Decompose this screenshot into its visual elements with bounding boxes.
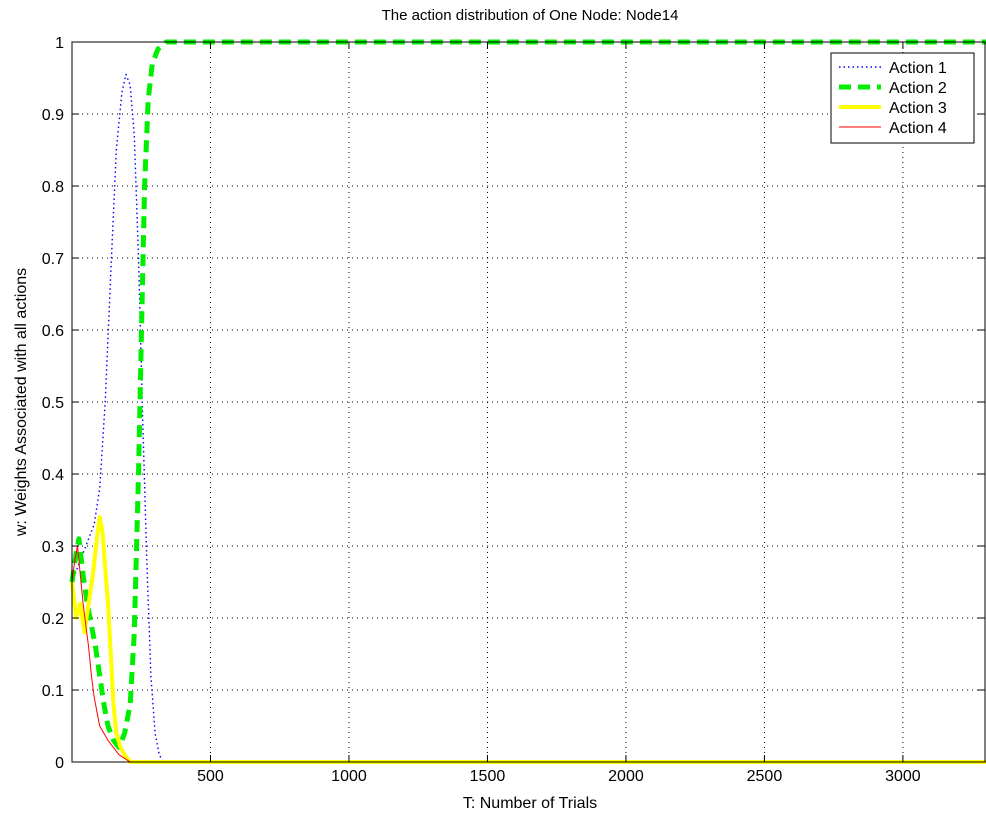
y-tick-label: 0.9 bbox=[42, 107, 64, 124]
y-tick-label: 0 bbox=[55, 755, 64, 772]
y-tick-label: 0.8 bbox=[42, 179, 64, 196]
grid-layer bbox=[72, 42, 986, 762]
legend-label-action-4: Action 4 bbox=[889, 120, 947, 137]
chart-title: The action distribution of One Node: Nod… bbox=[382, 7, 679, 24]
legend-label-action-3: Action 3 bbox=[889, 100, 947, 117]
x-axis-label: T: Number of Trials bbox=[463, 795, 597, 812]
y-tick-label: 0.6 bbox=[42, 323, 64, 340]
legend: Action 1 Action 2 Action 3 Action 4 bbox=[830, 52, 975, 144]
series-layer bbox=[69, 39, 986, 764]
x-tick-label: 1500 bbox=[470, 768, 506, 785]
y-tick-label: 0.1 bbox=[42, 683, 64, 700]
legend-label-action-2: Action 2 bbox=[889, 80, 947, 97]
x-tick-label: 2000 bbox=[608, 768, 644, 785]
series-line-action-1 bbox=[71, 73, 986, 763]
y-tick-label: 0.2 bbox=[42, 611, 64, 628]
y-tick-label: 1 bbox=[55, 35, 64, 52]
legend-box bbox=[830, 52, 975, 144]
axes-layer: 500 1000 1500 2000 2500 3000 0 0.1 0.2 0.3 0.4 0.5 0… bbox=[42, 35, 986, 785]
series-line-action-4 bbox=[71, 545, 986, 763]
series-line-action-3 bbox=[70, 515, 986, 764]
x-tick-label: 1000 bbox=[331, 768, 367, 785]
y-tick-label: 0.3 bbox=[42, 539, 64, 556]
y-axis-label: w: Weights Associated with all actions bbox=[13, 268, 30, 537]
x-tick-label: 3000 bbox=[885, 768, 921, 785]
legend-label-action-1: Action 1 bbox=[889, 60, 947, 77]
x-tick-label: 2500 bbox=[747, 768, 783, 785]
y-tick-label: 0.5 bbox=[42, 395, 64, 412]
y-tick-label: 0.4 bbox=[42, 467, 64, 484]
x-tick-label: 500 bbox=[197, 768, 224, 785]
y-tick-label: 0.7 bbox=[42, 251, 64, 268]
